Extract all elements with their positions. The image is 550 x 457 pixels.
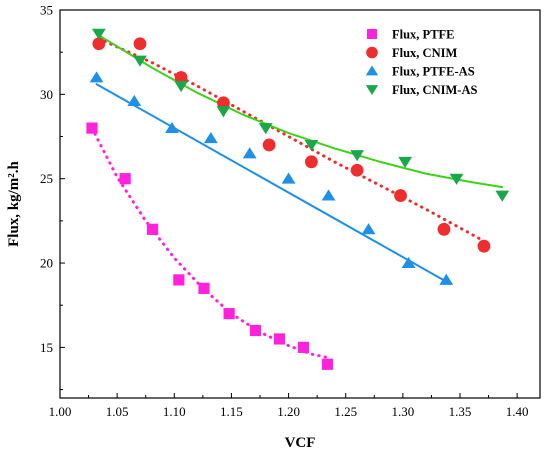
point-ptfe-as xyxy=(439,273,454,285)
x-tick-label: 1.40 xyxy=(506,404,529,419)
point-ptfe-as xyxy=(361,223,376,235)
x-tick-label: 1.25 xyxy=(334,404,357,419)
point-ptfe xyxy=(273,333,286,345)
point-cnim-as xyxy=(216,106,231,118)
point-cnim xyxy=(477,239,491,253)
point-cnim xyxy=(394,189,407,202)
x-tick-label: 1.20 xyxy=(277,404,300,419)
point-ptfe-as xyxy=(203,132,218,144)
legend-label-cnim: Flux, CNIM xyxy=(392,46,457,60)
point-ptfe xyxy=(173,274,185,286)
point-cnim-as xyxy=(495,190,510,202)
point-ptfe-as xyxy=(281,172,296,184)
legend-marker-ptfe xyxy=(367,29,377,39)
point-ptfe-as xyxy=(127,94,142,107)
y-tick-label: 30 xyxy=(40,87,53,102)
point-cnim-as xyxy=(133,55,147,67)
point-ptfe xyxy=(249,324,262,337)
point-ptfe xyxy=(321,358,334,370)
point-ptfe xyxy=(146,223,159,235)
point-ptfe-as xyxy=(89,71,104,83)
x-tick-label: 1.35 xyxy=(449,404,472,419)
x-tick-label: 1.30 xyxy=(391,404,414,419)
point-ptfe-as xyxy=(401,256,416,268)
fit-line-cnim xyxy=(97,37,486,243)
data-points xyxy=(86,28,510,370)
point-ptfe xyxy=(223,308,235,320)
point-ptfe xyxy=(119,173,131,185)
legend-marker-ptfe-as xyxy=(365,65,379,76)
y-axis: 15 20 25 30 35 xyxy=(40,3,65,391)
legend-marker-cnim xyxy=(366,46,378,59)
point-ptfe xyxy=(297,341,310,353)
point-cnim-as xyxy=(398,156,413,168)
fit-line-ptfe-as xyxy=(95,83,448,283)
point-cnim xyxy=(92,37,106,51)
legend-label-ptfe-as: Flux, PTFE-AS xyxy=(392,65,475,79)
point-cnim-as xyxy=(304,140,319,152)
point-ptfe-as xyxy=(321,189,336,201)
point-cnim-as xyxy=(258,123,273,135)
point-cnim xyxy=(437,222,451,236)
point-ptfe xyxy=(86,122,98,134)
y-tick-label: 15 xyxy=(40,340,53,355)
point-cnim-as xyxy=(174,80,189,93)
point-ptfe-as xyxy=(165,121,179,134)
legend-label-cnim-as: Flux, CNIM-AS xyxy=(392,83,477,97)
point-cnim xyxy=(217,96,230,110)
point-cnim xyxy=(350,163,364,177)
point-cnim-as xyxy=(350,150,365,162)
x-tick-label: 1.10 xyxy=(163,404,186,419)
y-tick-label: 35 xyxy=(40,3,53,18)
point-cnim-as xyxy=(91,28,106,40)
point-cnim xyxy=(305,155,318,169)
y-axis-title: Flux, kg/m².h xyxy=(6,160,22,246)
x-axis: 1.00 1.05 1.10 1.15 1.20 1.25 1.30 1.35 1.40 xyxy=(49,393,529,419)
fit-line-ptfe xyxy=(90,126,329,359)
y-tick-label: 20 xyxy=(40,256,53,271)
x-tick-label: 1.00 xyxy=(49,404,72,419)
point-cnim xyxy=(174,71,188,84)
x-tick-label: 1.15 xyxy=(220,404,243,419)
y-tick-label: 25 xyxy=(40,171,53,186)
point-ptfe xyxy=(198,282,210,294)
x-tick-label: 1.05 xyxy=(106,404,129,419)
legend: Flux, PTFE Flux, CNIM Flux, PTFE-AS Flux, C… xyxy=(365,28,477,97)
point-ptfe-as xyxy=(242,147,257,159)
legend-label-ptfe: Flux, PTFE xyxy=(392,28,455,42)
x-axis-title: VCF xyxy=(285,435,316,451)
plot-frame xyxy=(59,9,541,399)
point-cnim-as xyxy=(449,173,464,185)
point-cnim xyxy=(133,37,147,51)
point-cnim xyxy=(262,138,276,152)
legend-marker-cnim-as xyxy=(365,85,379,95)
